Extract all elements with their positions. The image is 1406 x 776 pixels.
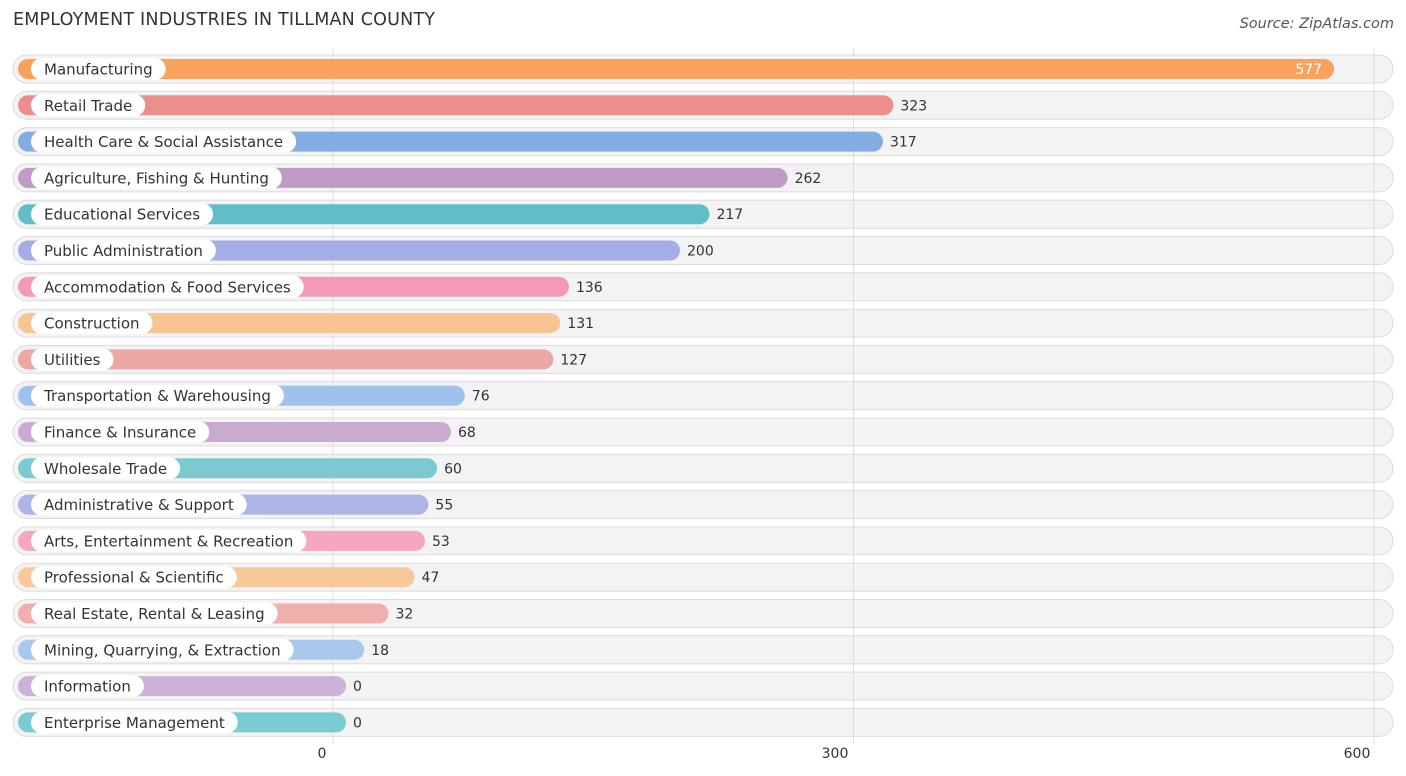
- category-label-pill: [31, 166, 282, 189]
- value-label: 76: [472, 389, 490, 405]
- value-label: 262: [795, 171, 822, 187]
- bars: Manufacturing 577 Retail Trade 323 Health Ca…: [18, 58, 1335, 734]
- category-label: Accommodation & Food Services: [44, 278, 291, 296]
- value-label: 32: [396, 607, 414, 623]
- bar: [18, 59, 1335, 79]
- value-label: 127: [560, 352, 587, 368]
- bar-group: Finance & Insurance 68: [18, 421, 476, 443]
- category-label: Transportation & Warehousing: [43, 387, 271, 405]
- value-label: 60: [444, 461, 462, 477]
- bar-group: Mining, Quarrying, & Extraction 18: [18, 638, 389, 661]
- value-label: 47: [422, 570, 440, 586]
- bar-group: Manufacturing 577: [18, 58, 1335, 80]
- category-label-pill: [31, 384, 284, 407]
- bar-group: Accommodation & Food Services 136: [18, 275, 603, 298]
- bar-group: Construction 131: [18, 312, 594, 335]
- value-label: 323: [900, 98, 927, 114]
- category-label: Construction: [44, 315, 140, 333]
- category-label-pill: [31, 94, 146, 117]
- category-label-pill: [31, 457, 181, 480]
- category-label-pill: [31, 58, 166, 80]
- category-label: Manufacturing: [44, 61, 153, 79]
- bar-group: Real Estate, Rental & Leasing 32: [18, 602, 414, 625]
- bar-group: Wholesale Trade 60: [18, 457, 462, 480]
- value-label: 55: [435, 498, 453, 514]
- category-label: Arts, Entertainment & Recreation: [44, 532, 293, 550]
- bar-group: Educational Services 217: [18, 203, 743, 226]
- category-label-pill: [31, 239, 216, 262]
- bar-group: Agriculture, Fishing & Hunting 262: [18, 166, 822, 189]
- category-label-pill: [31, 711, 238, 734]
- bar-group: Arts, Entertainment & Recreation 53: [18, 529, 450, 552]
- chart-title: EMPLOYMENT INDUSTRIES IN TILLMAN COUNTY: [13, 10, 436, 30]
- row-background: [12, 707, 1394, 737]
- category-label: Mining, Quarrying, & Extraction: [44, 641, 281, 659]
- value-label: 53: [432, 534, 450, 550]
- category-label: Real Estate, Rental & Leasing: [44, 605, 265, 623]
- category-label-pill: [31, 638, 294, 661]
- value-label: 317: [890, 135, 917, 151]
- bar-group: Enterprise Management 0: [18, 711, 362, 734]
- value-label: 18: [371, 643, 389, 659]
- bar-group: Professional & Scientific 47: [18, 566, 440, 589]
- category-label: Public Administration: [44, 242, 203, 260]
- category-label-pill: [31, 275, 304, 298]
- bar-group: Health Care & Social Assistance 317: [18, 130, 917, 153]
- value-label: 136: [576, 280, 603, 296]
- bar-group: Utilities 127: [18, 348, 587, 371]
- x-axis-ticks: 0 300 600: [318, 746, 1371, 762]
- bar-group: Retail Trade 323: [18, 94, 927, 117]
- bar-group: Transportation & Warehousing 76: [18, 384, 490, 407]
- source-credit: Source: ZipAtlas.com: [1239, 16, 1394, 32]
- x-tick-label: 300: [822, 746, 849, 762]
- x-tick-label: 0: [318, 746, 327, 762]
- category-label-pill: [31, 566, 237, 589]
- category-label-pill: [31, 348, 114, 371]
- value-label: 131: [567, 316, 594, 332]
- category-label-pill: [31, 421, 210, 443]
- bar-group: Administrative & Support 55: [18, 493, 453, 516]
- category-label: Information: [44, 678, 131, 696]
- category-label-pill: [31, 602, 278, 625]
- category-label: Finance & Insurance: [44, 424, 196, 442]
- bar: [18, 349, 554, 370]
- bar: [18, 95, 894, 116]
- value-label: 217: [716, 207, 743, 223]
- category-label: Utilities: [44, 351, 101, 369]
- value-label: 0: [353, 679, 362, 695]
- category-label: Retail Trade: [44, 97, 132, 115]
- x-tick-label: 600: [1344, 746, 1371, 762]
- category-label: Educational Services: [44, 206, 200, 224]
- category-label-pill: [31, 130, 297, 153]
- value-label: 200: [687, 244, 714, 260]
- category-label: Health Care & Social Assistance: [44, 133, 283, 151]
- value-label: 0: [353, 715, 362, 731]
- value-label: 68: [458, 425, 476, 441]
- category-label: Enterprise Management: [44, 714, 225, 732]
- category-label-pill: [31, 529, 307, 552]
- category-label: Professional & Scientific: [44, 569, 224, 587]
- bar-group: Public Administration 200: [18, 239, 714, 262]
- value-label: 577: [1295, 62, 1322, 78]
- category-label: Administrative & Support: [44, 496, 234, 514]
- bar-group: Information 0: [18, 675, 362, 698]
- category-label: Wholesale Trade: [44, 460, 167, 478]
- category-label-pill: [31, 675, 144, 698]
- bar: [18, 313, 561, 334]
- row-background: [12, 671, 1394, 701]
- category-label-pill: [31, 493, 247, 516]
- category-label: Agriculture, Fishing & Hunting: [44, 169, 269, 187]
- category-label-pill: [31, 203, 214, 226]
- category-label-pill: [31, 312, 153, 335]
